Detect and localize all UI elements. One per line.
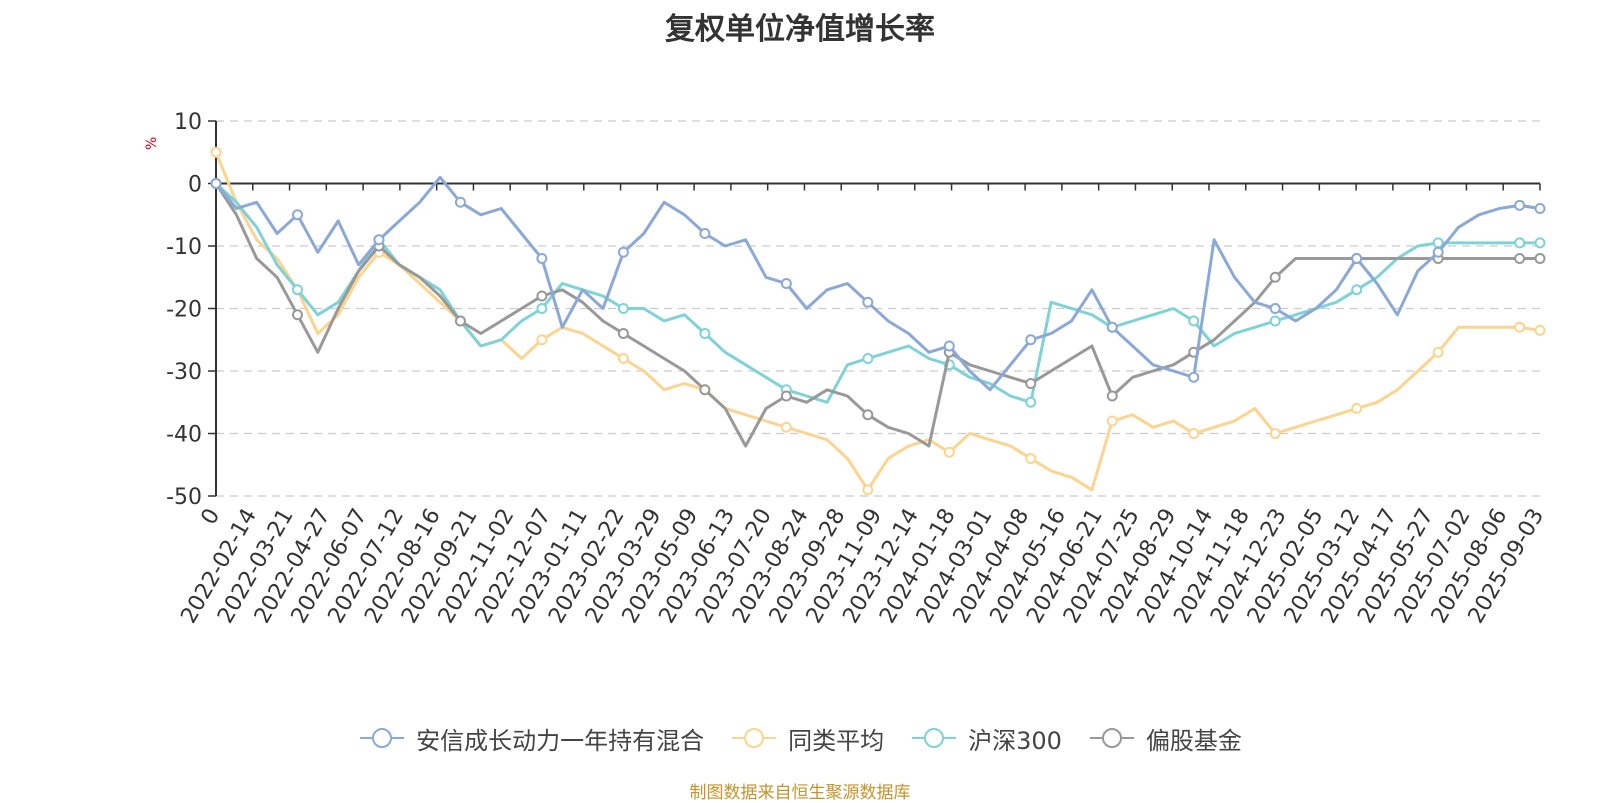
series-0-point bbox=[210, 178, 222, 189]
series-2-point bbox=[1514, 237, 1526, 249]
series-0-point bbox=[1514, 199, 1526, 211]
series-2-point bbox=[1432, 237, 1444, 249]
series-0-point bbox=[1106, 321, 1118, 333]
series-0-point bbox=[780, 278, 792, 289]
legend-item-fund[interactable]: 安信成长动力一年持有混合 bbox=[358, 721, 704, 756]
series-1-point bbox=[1514, 321, 1526, 333]
series-0-point bbox=[862, 296, 874, 308]
series-3-point bbox=[1514, 253, 1526, 264]
legend-item-csi300[interactable]: 沪深300 bbox=[910, 721, 1062, 756]
series-0-point bbox=[536, 253, 548, 264]
series-2-point bbox=[1188, 315, 1200, 327]
series-0-point bbox=[1432, 246, 1444, 258]
legend-equity-fund-label: 偏股基金 bbox=[1145, 726, 1242, 755]
series-3-point bbox=[536, 290, 548, 302]
series-1-point bbox=[1106, 415, 1118, 427]
series-2-point bbox=[536, 303, 548, 314]
series-0-point bbox=[1188, 371, 1200, 383]
legend-peer-average-label: 同类平均 bbox=[788, 726, 885, 755]
chart-title: 复权单位净值增长率 bbox=[665, 12, 935, 47]
series-2-point bbox=[617, 303, 629, 314]
series-1-point bbox=[780, 421, 792, 433]
series-0-point bbox=[1269, 303, 1281, 314]
series-1-point bbox=[536, 334, 548, 346]
series-3-point bbox=[454, 315, 466, 327]
series-2-point bbox=[1351, 284, 1363, 296]
series-2-point bbox=[862, 353, 874, 364]
series-0-point bbox=[1534, 203, 1546, 214]
legend-fund-marker-icon bbox=[360, 728, 405, 748]
series-3-point bbox=[617, 328, 629, 339]
legend-item-peer-average[interactable]: 同类平均 bbox=[730, 721, 884, 756]
y-tick-label: -50 bbox=[166, 485, 202, 510]
series-1-point bbox=[1432, 346, 1444, 358]
series-1-point bbox=[210, 146, 222, 158]
series-3-point bbox=[862, 409, 874, 421]
series-2-point bbox=[699, 328, 711, 339]
series-3-point bbox=[1534, 253, 1546, 264]
series-2-point bbox=[291, 284, 303, 296]
legend-peer-average-marker-icon bbox=[732, 728, 777, 748]
series-3-point bbox=[780, 390, 792, 402]
series-1-point bbox=[1351, 403, 1363, 414]
series-line-2 bbox=[214, 182, 1540, 404]
legend: 安信成长动力一年持有混合 同类平均 沪深300 偏股基金 bbox=[0, 718, 1600, 758]
series-1-point bbox=[617, 353, 629, 364]
series-line-3 bbox=[214, 182, 1540, 448]
series-2-point bbox=[1534, 237, 1546, 249]
legend-equity-fund-marker-icon bbox=[1089, 728, 1134, 748]
series-0-point bbox=[373, 234, 385, 246]
series-1-point bbox=[1534, 324, 1546, 336]
legend-item-equity-fund[interactable]: 偏股基金 bbox=[1088, 721, 1242, 756]
series-0-point bbox=[291, 209, 303, 221]
data-source-note: 制图数据来自恒生聚源数据库 bbox=[689, 783, 911, 803]
series-0-point bbox=[617, 246, 629, 258]
series-0-point bbox=[1351, 253, 1363, 264]
series-0-point bbox=[943, 340, 955, 352]
series-1-point bbox=[862, 484, 874, 496]
series-line-1 bbox=[214, 151, 1541, 492]
series-2-point bbox=[1269, 315, 1281, 327]
series-1-point bbox=[1025, 453, 1037, 464]
series-3-point bbox=[1025, 378, 1037, 389]
legend-fund-label: 安信成长动力一年持有混合 bbox=[416, 726, 705, 755]
series-0-point bbox=[699, 228, 711, 239]
series-3-point bbox=[291, 309, 303, 321]
series-3-point bbox=[1106, 390, 1118, 402]
line-chart: 100-10-20-30-40-5002022-02-142022-03-212… bbox=[166, 110, 1549, 628]
y-tick-label: -10 bbox=[166, 235, 202, 260]
y-tick-label: 0 bbox=[188, 173, 202, 198]
legend-csi300-marker-icon bbox=[912, 728, 957, 748]
x-tick-label: 0 bbox=[197, 505, 226, 530]
y-tick-label: 10 bbox=[174, 110, 202, 135]
series-2-point bbox=[1025, 396, 1037, 408]
series-3-point bbox=[1269, 271, 1281, 283]
y-tick-label: -30 bbox=[166, 360, 202, 385]
y-tick-label: -20 bbox=[166, 298, 202, 323]
y-tick-label: -40 bbox=[166, 423, 202, 448]
series-3-point bbox=[699, 384, 711, 396]
legend-csi300-label: 沪深300 bbox=[968, 726, 1062, 755]
series-0-point bbox=[1025, 334, 1037, 346]
series-1-point bbox=[1188, 428, 1200, 439]
series-1-point bbox=[1269, 428, 1281, 439]
series-1-point bbox=[943, 446, 955, 458]
series-line-0 bbox=[214, 175, 1541, 392]
series-0-point bbox=[454, 196, 466, 208]
